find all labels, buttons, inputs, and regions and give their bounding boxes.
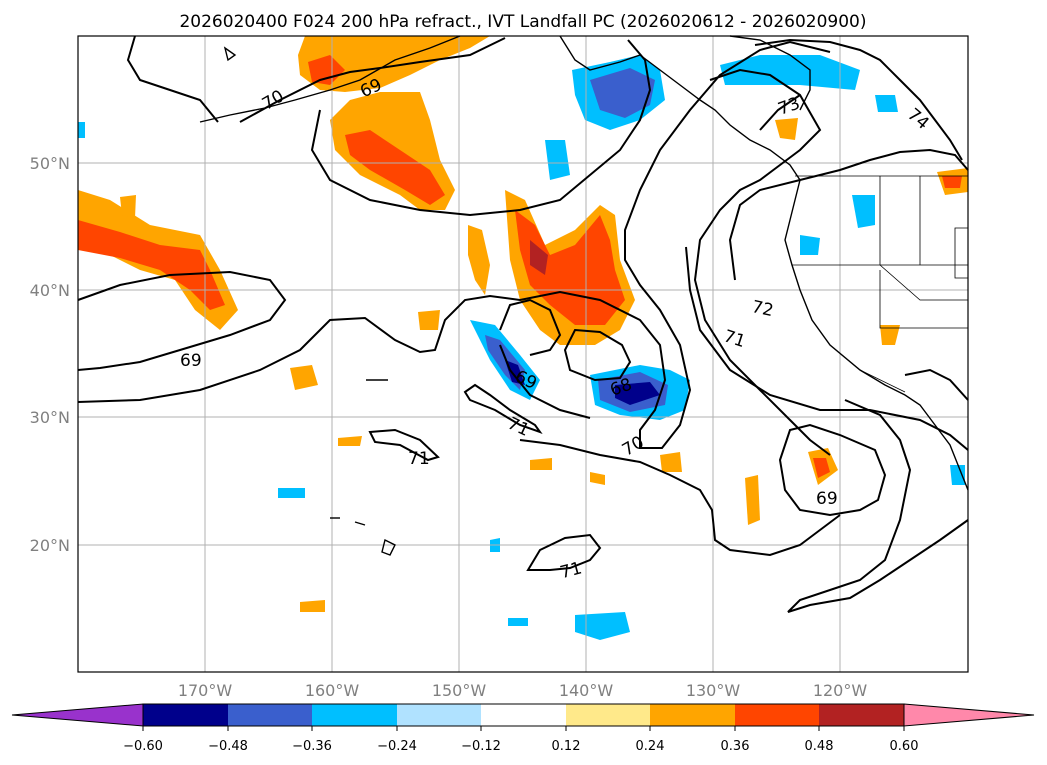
colorbar-tick-label: −0.36 — [292, 739, 332, 754]
colorbar-segment — [143, 704, 228, 726]
colorbar-extend-low — [11, 703, 144, 727]
colorbar-segment — [312, 704, 397, 726]
colorbar: −0.60 −0.48 −0.36 −0.24 −0.12 0.12 0.24 … — [11, 703, 1035, 754]
map-area: 70 69 73 74 72 71 69 69 68 71 70 71 69 7… — [77, 35, 969, 673]
lon-label-130w: 130°W — [686, 681, 741, 700]
lon-label-150w: 150°W — [432, 681, 487, 700]
longitude-labels: 170°W 160°W 150°W 140°W 130°W 120°W — [178, 681, 868, 700]
contour-label: 69 — [816, 489, 838, 509]
lon-label-160w: 160°W — [305, 681, 360, 700]
colorbar-segment — [650, 704, 735, 726]
latitude-labels: 50°N 40°N 30°N 20°N — [30, 154, 70, 555]
colorbar-segment — [819, 704, 904, 726]
colorbar-segment — [228, 704, 312, 726]
colorbar-tick-label: 0.48 — [805, 739, 834, 754]
colorbar-tick-label: −0.12 — [461, 739, 501, 754]
coastlines — [199, 35, 969, 556]
lat-label-40n: 40°N — [30, 281, 70, 300]
lat-label-30n: 30°N — [30, 408, 70, 427]
contour-label: 69 — [180, 351, 202, 371]
colorbar-tick-label: −0.24 — [377, 739, 417, 754]
colorbar-tick-label: 0.24 — [636, 739, 665, 754]
colorbar-segment — [735, 704, 819, 726]
colorbar-tick-label: −0.60 — [123, 739, 163, 754]
map-title: 2026020400 F024 200 hPa refract., IVT La… — [179, 12, 866, 32]
colorbar-segment — [481, 704, 566, 726]
colorbar-outline — [142, 703, 905, 727]
colorbar-tick-label: −0.48 — [208, 739, 248, 754]
colorbar-extend-high — [903, 703, 1035, 727]
colorbar-segment — [566, 704, 650, 726]
colorbar-tick-label: 0.12 — [552, 739, 581, 754]
lon-label-120w: 120°W — [813, 681, 868, 700]
colorbar-segment — [397, 704, 481, 726]
negative-anomaly-fills — [78, 55, 965, 640]
lat-label-20n: 20°N — [30, 536, 70, 555]
refractivity-contours — [77, 35, 969, 613]
map-frame — [77, 35, 969, 673]
contour-label: 72 — [750, 297, 775, 321]
contour-label: 71 — [408, 449, 430, 469]
colorbar-tick-label: 0.36 — [721, 739, 750, 754]
lon-label-170w: 170°W — [178, 681, 233, 700]
lat-label-50n: 50°N — [30, 154, 70, 173]
lon-label-140w: 140°W — [559, 681, 614, 700]
colorbar-tick-label: 0.60 — [890, 739, 919, 754]
